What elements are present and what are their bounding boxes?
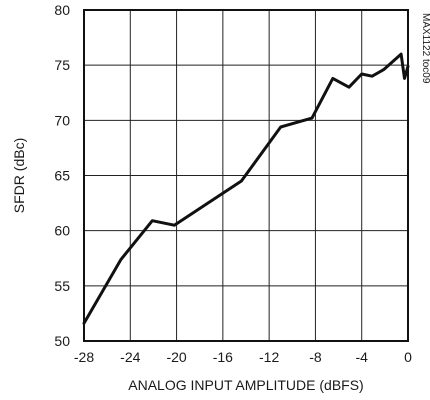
y-tick-labels: 50 55 60 65 70 75 80	[54, 2, 70, 349]
x-tick-label: -4	[355, 349, 368, 365]
y-tick-label: 60	[54, 223, 70, 239]
x-tick-label: -28	[74, 349, 94, 365]
x-tick-label: -16	[213, 349, 233, 365]
x-tick-label: -20	[166, 349, 186, 365]
figure-id-note: MAX1122 toc09	[420, 13, 430, 84]
x-tick-label: -8	[309, 349, 322, 365]
sfdr-series-line	[82, 52, 410, 325]
x-tick-label: -24	[120, 349, 140, 365]
x-tick-label: -12	[259, 349, 279, 365]
x-axis-label: ANALOG INPUT AMPLITUDE (dBFS)	[128, 377, 363, 393]
y-tick-label: 80	[54, 2, 70, 18]
plot-frame	[83, 9, 409, 342]
y-tick-label: 70	[54, 112, 70, 128]
y-tick-label: 55	[54, 278, 70, 294]
x-tick-label: 0	[404, 349, 412, 365]
x-tick-labels: -28 -24 -20 -16 -12 -8 -4 0	[74, 349, 412, 365]
y-tick-label: 75	[54, 57, 70, 73]
y-tick-label: 50	[54, 333, 70, 349]
y-tick-label: 65	[54, 168, 70, 184]
y-axis-label: SFDR (dBc)	[11, 138, 27, 213]
